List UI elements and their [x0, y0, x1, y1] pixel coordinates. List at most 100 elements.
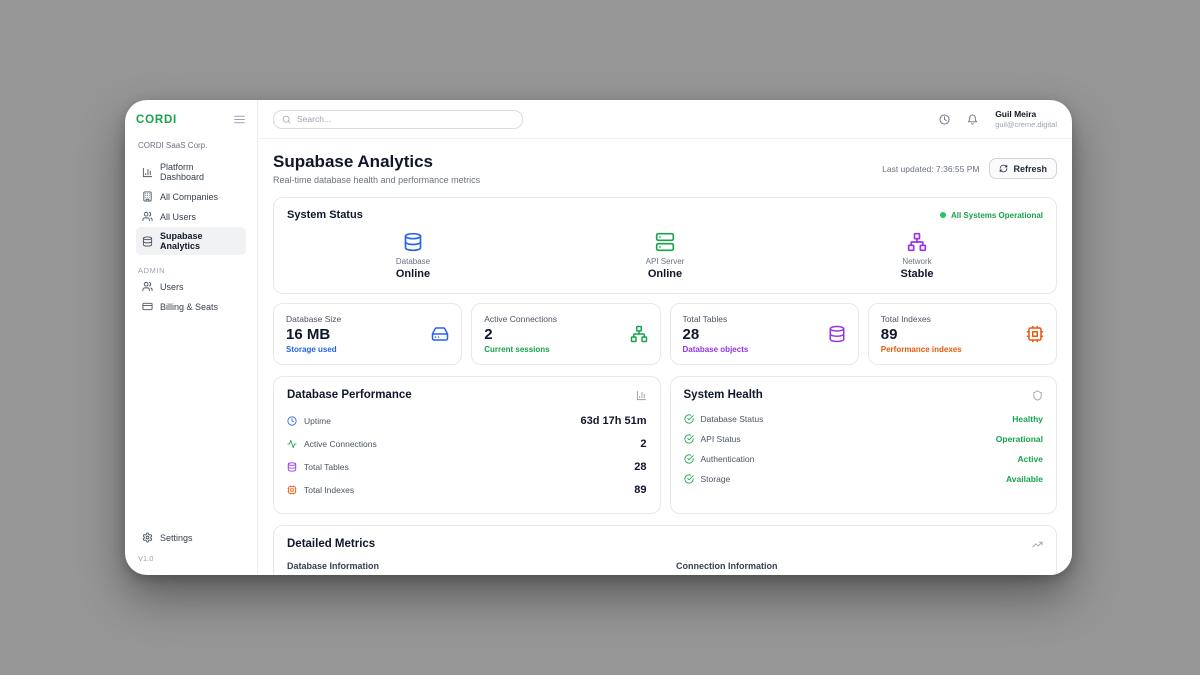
sidebar-item-label: Settings	[160, 532, 193, 543]
health-row-api-status: API Status Operational	[684, 429, 1043, 449]
overall-status-badge: All Systems Operational	[939, 211, 1043, 220]
status-value: Online	[647, 268, 683, 280]
sidebar-item-supabase-analytics[interactable]: Supabase Analytics	[136, 227, 246, 255]
status-value: Online	[395, 268, 431, 280]
stat-sublabel: Current sessions	[484, 345, 550, 354]
stat-card-total-tables: Total Tables 28 Database objects	[669, 303, 859, 365]
system-health-card: System Health Database Status Healthy	[669, 376, 1057, 514]
status-label: Database	[395, 257, 431, 266]
sidebar-item-billing-seats[interactable]: Billing & Seats	[136, 297, 246, 316]
stat-card-active-connections: Active Connections 2 Current sessions	[471, 303, 661, 365]
sidebar-item-label: Billing & Seats	[160, 301, 219, 312]
status-network: Network Stable	[791, 232, 1043, 280]
stat-card-total-indexes: Total Indexes 89 Performance indexes	[867, 303, 1057, 365]
sidebar-item-users[interactable]: Users	[136, 277, 246, 296]
stat-value: 2	[484, 326, 493, 343]
database-icon	[287, 462, 297, 472]
network-icon	[907, 232, 927, 252]
refresh-button[interactable]: Refresh	[989, 158, 1057, 179]
stat-sublabel: Storage used	[286, 345, 337, 354]
credit-card-icon	[142, 301, 153, 312]
refresh-label: Refresh	[1013, 163, 1047, 174]
stat-label: Database Size	[286, 314, 342, 324]
database-icon	[403, 232, 423, 252]
system-status-title: System Status	[287, 209, 363, 221]
sidebar: CORDI CORDI SaaS Corp. Platform Dashboar…	[125, 100, 258, 575]
clock-icon	[287, 416, 297, 426]
cpu-icon	[1026, 325, 1044, 343]
stat-value: 16 MB	[286, 326, 331, 343]
user-name: Guil Meira	[995, 109, 1037, 119]
metric-label: Total Tables	[304, 461, 349, 472]
health-value: Available	[1005, 474, 1043, 484]
sidebar-item-all-companies[interactable]: All Companies	[136, 187, 246, 206]
status-dot-icon	[939, 212, 946, 218]
hard-drive-icon	[431, 325, 449, 343]
health-title: System Health	[683, 389, 763, 401]
server-icon	[655, 232, 675, 252]
app-window: CORDI CORDI SaaS Corp. Platform Dashboar…	[125, 100, 1072, 575]
user-menu[interactable]: Guil Meira guil@creme.digital	[995, 109, 1057, 129]
menu-icon[interactable]	[233, 113, 246, 126]
database-icon	[142, 236, 153, 247]
app-logo: CORDI	[136, 113, 178, 126]
page-title: Supabase Analytics	[273, 152, 433, 171]
sidebar-item-platform-dashboard[interactable]: Platform Dashboard	[136, 158, 246, 186]
check-circle-icon	[684, 474, 694, 484]
sidebar-item-label: Supabase Analytics	[160, 231, 203, 251]
status-api-server: API Server Online	[539, 232, 791, 280]
stat-cards-row: Database Size 16 MB Storage used Active …	[273, 303, 1057, 365]
building-icon	[142, 191, 153, 202]
check-circle-icon	[684, 454, 694, 464]
health-value: Active	[1017, 454, 1043, 464]
stat-value: 28	[682, 326, 700, 343]
clock-icon[interactable]	[939, 114, 950, 125]
metric-value: 28	[634, 460, 647, 473]
detail-column-header: Database Information	[287, 561, 380, 571]
health-label: API Status	[700, 434, 741, 444]
sidebar-item-settings[interactable]: Settings	[136, 528, 246, 547]
metric-row-uptime: Uptime 63d 17h 51m	[287, 409, 647, 432]
health-label: Database Status	[700, 414, 764, 424]
metric-label: Uptime	[304, 415, 331, 426]
metric-row-active-connections: Active Connections 2	[287, 432, 647, 455]
sidebar-nav: Platform Dashboard All Companies All Use…	[136, 157, 246, 317]
sidebar-item-label: Users	[160, 281, 184, 292]
database-icon	[828, 325, 846, 343]
stat-value: 89	[880, 326, 898, 343]
search-icon	[282, 115, 291, 124]
status-database: Database Online	[287, 232, 539, 280]
org-name: CORDI SaaS Corp.	[138, 141, 208, 150]
search-input[interactable]	[297, 114, 514, 124]
health-row-authentication: Authentication Active	[684, 449, 1043, 469]
status-label: API Server	[645, 257, 685, 266]
detailed-metrics-title: Detailed Metrics	[287, 538, 376, 550]
metric-label: Active Connections	[304, 438, 377, 449]
bar-chart-icon	[636, 390, 647, 401]
trending-up-icon	[1032, 539, 1043, 550]
connection-information-column: Connection Information Active Connection…	[676, 561, 1043, 575]
users-icon	[142, 281, 153, 292]
gear-icon	[142, 532, 153, 543]
health-value: Healthy	[1012, 414, 1043, 424]
database-information-column: Database Information Database Size: 16 M…	[287, 561, 654, 575]
sidebar-item-all-users[interactable]: All Users	[136, 207, 246, 226]
check-circle-icon	[684, 414, 694, 424]
status-label: Network	[902, 257, 932, 266]
users-icon	[142, 211, 153, 222]
stat-card-database-size: Database Size 16 MB Storage used	[273, 303, 463, 365]
health-label: Authentication	[700, 454, 755, 464]
database-performance-card: Database Performance Uptime 63d 17h 51m	[273, 376, 661, 514]
health-label: Storage	[700, 474, 731, 484]
metric-value: 2	[640, 437, 647, 450]
sidebar-item-label: All Users	[160, 211, 197, 222]
status-value: Stable	[900, 268, 934, 280]
activity-icon	[287, 439, 297, 449]
health-row-database-status: Database Status Healthy	[684, 409, 1043, 429]
stat-label: Total Indexes	[880, 314, 931, 324]
bell-icon[interactable]	[967, 114, 978, 125]
user-email: guil@creme.digital	[995, 119, 1057, 129]
search-box	[273, 109, 523, 129]
app-version: V1.0	[138, 554, 154, 563]
stat-sublabel: Performance indexes	[880, 345, 962, 354]
